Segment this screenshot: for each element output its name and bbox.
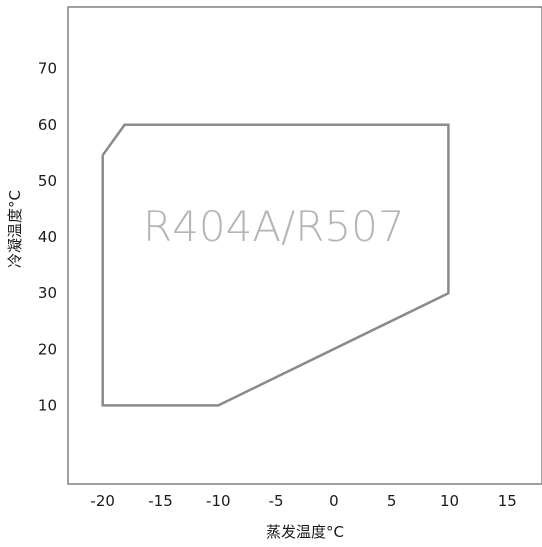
x-tick-label: -10 <box>206 492 231 510</box>
x-tick-label: 0 <box>329 492 339 510</box>
y-axis-title: 冷凝温度°C <box>6 190 24 268</box>
x-tick-label: -20 <box>90 492 115 510</box>
y-axis-ticks: 10 20 30 40 50 60 70 <box>38 60 57 415</box>
y-tick-label: 10 <box>38 396 57 414</box>
x-tick-label: 5 <box>387 492 397 510</box>
x-tick-label: 10 <box>440 492 459 510</box>
y-tick-label: 20 <box>38 340 57 358</box>
x-axis-title: 蒸发温度°C <box>266 523 344 541</box>
x-tick-label: 15 <box>498 492 517 510</box>
y-tick-label: 70 <box>38 60 57 78</box>
x-tick-label: -5 <box>269 492 284 510</box>
plot-frame <box>67 6 542 485</box>
series-group: R404A/R507 <box>101 123 450 407</box>
y-tick-label: 30 <box>38 284 57 302</box>
y-tick-label: 60 <box>38 116 57 134</box>
envelope-label: R404A/R507 <box>143 202 405 251</box>
y-tick-label: 50 <box>38 172 57 190</box>
x-axis-ticks: -20 -15 -10 -5 0 5 10 15 <box>90 492 516 510</box>
x-tick-label: -15 <box>148 492 173 510</box>
operating-envelope-line <box>101 123 450 407</box>
y-tick-label: 40 <box>38 228 57 246</box>
